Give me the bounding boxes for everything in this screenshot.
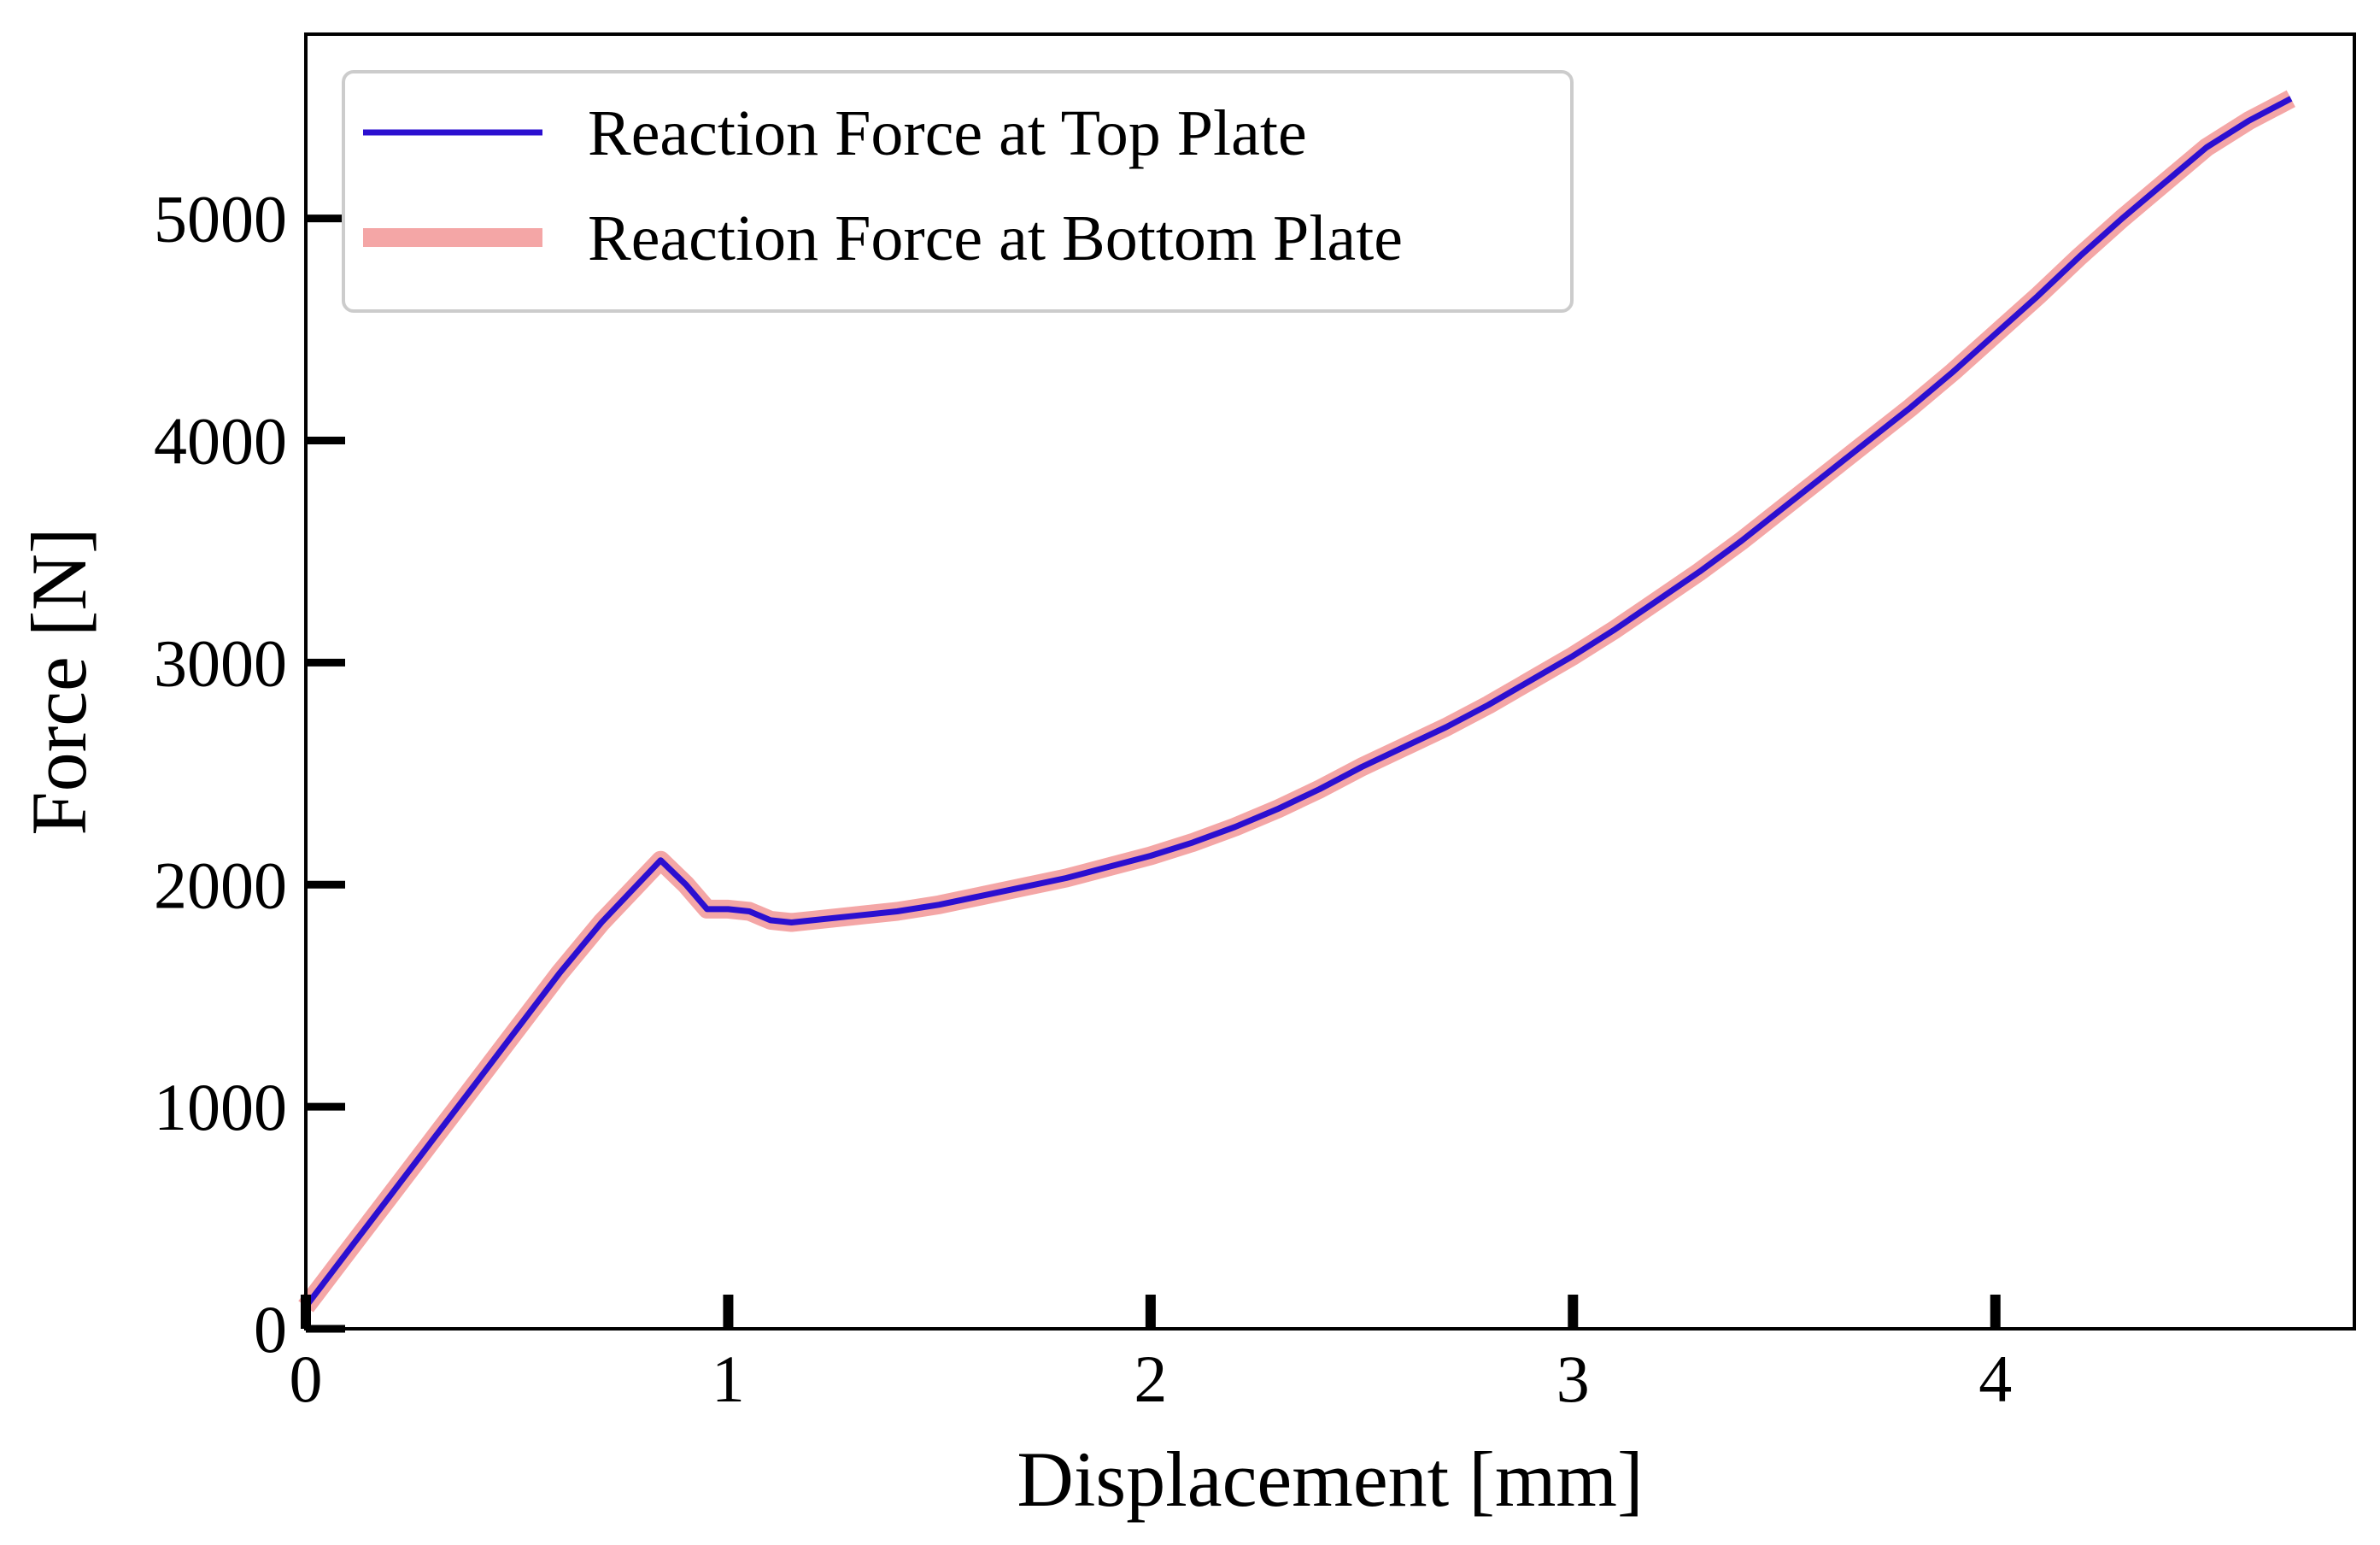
x-tick-label: 4 [1978, 1342, 2012, 1416]
y-axis-title: Force [N] [15, 527, 103, 835]
x-tick-label: 3 [1556, 1342, 1590, 1416]
x-tick-label: 0 [290, 1342, 323, 1416]
y-tick-label: 0 [254, 1292, 287, 1366]
legend-label-bottom-plate: Reaction Force at Bottom Plate [588, 203, 1403, 274]
y-axis-ticks: 0 1000 2000 3000 4000 5000 [154, 182, 345, 1366]
x-axis-ticks: 0 1 2 3 4 [290, 1295, 2012, 1416]
legend: Reaction Force at Top Plate Reaction For… [342, 70, 1574, 313]
y-tick-label: 2000 [154, 848, 287, 922]
legend-label-top-plate: Reaction Force at Top Plate [588, 97, 1307, 169]
x-axis-title: Displacement [mm] [1017, 1436, 1643, 1523]
x-tick-label: 2 [1134, 1342, 1167, 1416]
series-layer [298, 90, 2295, 1313]
y-tick-label: 1000 [154, 1070, 287, 1144]
legend-box [342, 70, 1574, 313]
x-tick-label: 1 [712, 1342, 745, 1416]
y-tick-label: 4000 [154, 404, 287, 479]
series-line-reaction-force-at-top-plate [303, 96, 2293, 1309]
y-tick-label: 3000 [154, 626, 287, 700]
y-tick-label: 5000 [154, 182, 287, 256]
plot-frame [304, 32, 2356, 1331]
